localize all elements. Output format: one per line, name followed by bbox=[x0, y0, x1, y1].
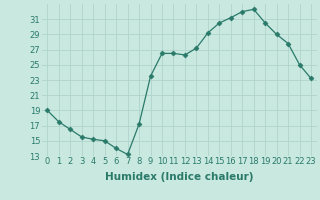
X-axis label: Humidex (Indice chaleur): Humidex (Indice chaleur) bbox=[105, 172, 253, 182]
